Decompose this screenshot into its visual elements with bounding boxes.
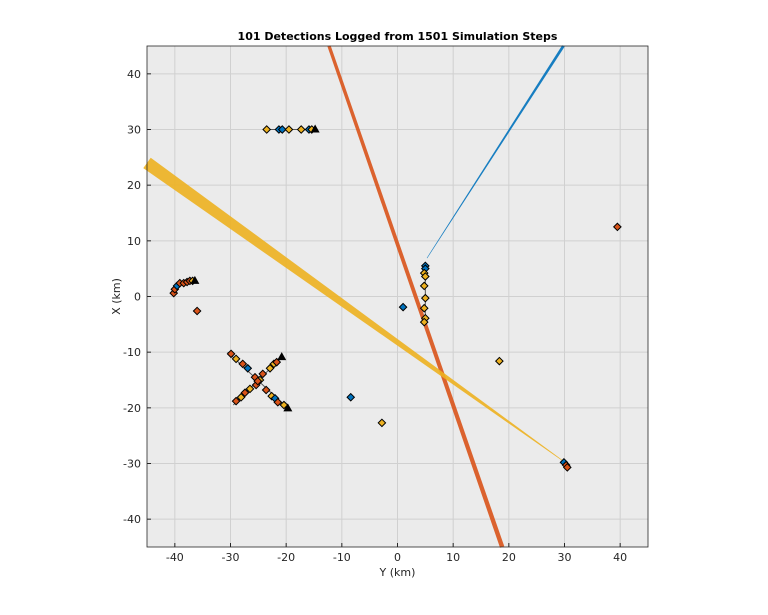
y-tick-label: -20: [123, 402, 141, 415]
y-tick-label: -40: [123, 513, 141, 526]
detection-marker: [253, 376, 263, 386]
x-axis-label: Y (km): [379, 566, 416, 579]
y-axis-label: X (km): [110, 278, 123, 315]
detection-marker: [261, 385, 271, 395]
y-ticks: -40 -30 -20 -10 0 10 20 30 40: [123, 68, 151, 526]
detection-marker: [272, 357, 282, 367]
platform-marker: [277, 352, 287, 361]
x-ticks: -40 -30 -20 -10 0 10 20 30 40: [166, 543, 627, 564]
platform-marker: [190, 275, 200, 284]
y-tick-label: 30: [127, 124, 141, 137]
x-tick-label: 0: [394, 551, 401, 564]
detection-marker: [494, 356, 504, 366]
x-tick-label: -10: [333, 551, 351, 564]
x-tick-label: 30: [558, 551, 572, 564]
x-tick-label: -40: [166, 551, 184, 564]
y-tick-label: 10: [127, 235, 141, 248]
detection-marker: [226, 349, 236, 359]
detection-marker: [419, 281, 429, 291]
x-tick-label: 20: [502, 551, 516, 564]
y-tick-label: 20: [127, 179, 141, 192]
platform-marker: [310, 124, 320, 133]
y-tick-label: 0: [134, 291, 141, 304]
chart-title: 101 Detections Logged from 1501 Simulati…: [238, 30, 558, 43]
y-tick-label: -30: [123, 458, 141, 471]
tracks: [143, 45, 566, 548]
detection-marker: [273, 397, 283, 407]
x-tick-label: -30: [222, 551, 240, 564]
detection-marker: [245, 384, 255, 394]
detection-marker: [562, 463, 572, 472]
detection-marker: [420, 293, 430, 303]
detection-marker: [419, 303, 429, 313]
track-band-blue: [426, 45, 565, 259]
detection-marker: [192, 306, 202, 316]
detection-marker: [231, 396, 241, 406]
detection-marker: [243, 363, 253, 373]
detection-marker: [231, 354, 241, 364]
platform-marker: [283, 403, 293, 412]
detection-marker: [377, 418, 387, 428]
detection-marker: [296, 125, 306, 134]
detection-marker: [240, 388, 250, 398]
track-band-orange: [327, 45, 505, 548]
detection-marker: [612, 222, 622, 232]
y-tick-label: 40: [127, 68, 141, 81]
detection-marker: [419, 317, 429, 327]
detection-marker: [346, 392, 356, 402]
x-tick-label: -20: [277, 551, 295, 564]
platforms: [190, 124, 320, 412]
detection-marker: [398, 302, 408, 312]
track-band-yellow: [143, 157, 566, 463]
detection-marker: [238, 359, 248, 369]
detection-marker: [236, 392, 246, 402]
x-tick-label: 10: [446, 551, 460, 564]
y-tick-label: -10: [123, 346, 141, 359]
detection-marker: [265, 363, 275, 373]
detections: [169, 125, 622, 472]
detection-marker: [258, 369, 268, 379]
detection-marker: [279, 400, 289, 410]
detection-marker: [277, 125, 287, 134]
detection-marker: [420, 272, 430, 281]
detection-marker: [262, 125, 272, 134]
x-tick-label: 40: [613, 551, 627, 564]
detection-marker: [284, 125, 294, 134]
